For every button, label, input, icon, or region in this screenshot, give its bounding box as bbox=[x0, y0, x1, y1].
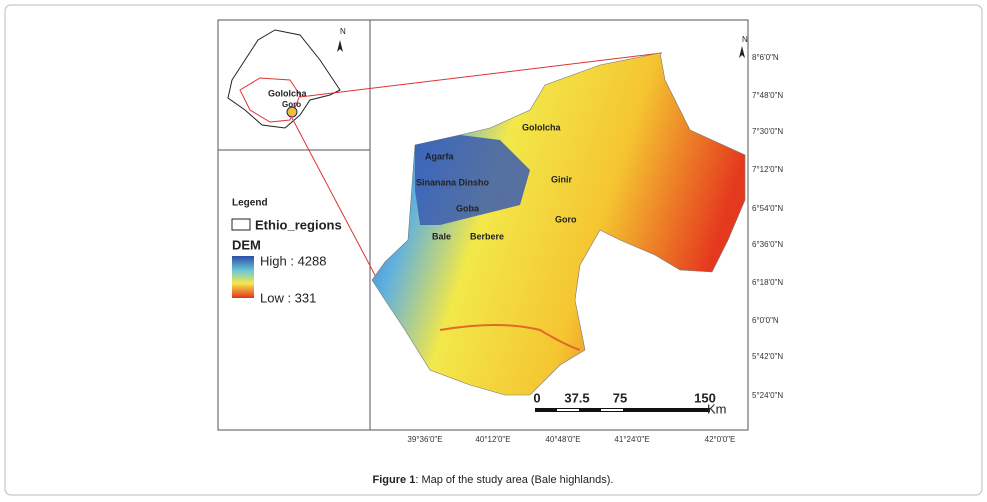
place-labels: Gololcha Agarfa Sinanana Dinsho Ginir Goba Go… bbox=[416, 122, 577, 241]
longitude-label: 40°12'0"E bbox=[475, 435, 510, 444]
latitude-label: 7°30'0"N bbox=[752, 127, 783, 136]
inset-label: Goro bbox=[282, 100, 301, 109]
latitude-label: 5°24'0"N bbox=[752, 391, 783, 400]
place-label: Goba bbox=[456, 203, 480, 213]
place-label: Goro bbox=[555, 214, 577, 224]
longitude-label: 40°48'0"E bbox=[545, 435, 580, 444]
connector bbox=[291, 117, 377, 278]
connector bbox=[299, 52, 663, 98]
latitude-label: 5°42'0"N bbox=[752, 352, 783, 361]
latitude-label: 8°6'0"N bbox=[752, 53, 779, 62]
latitude-label: 7°48'0"N bbox=[752, 91, 783, 100]
longitude-label: 42°0'0"E bbox=[705, 435, 736, 444]
place-label: Bale bbox=[432, 231, 451, 241]
latitude-label: 6°36'0"N bbox=[752, 240, 783, 249]
place-label: Berbere bbox=[470, 231, 504, 241]
place-label: Agarfa bbox=[425, 151, 455, 161]
north-label: N bbox=[340, 27, 346, 36]
caption: Figure 1: Map of the study area (Bale hi… bbox=[373, 474, 614, 486]
north-label: N bbox=[742, 35, 748, 44]
latitude-label: 7°12'0"N bbox=[752, 165, 783, 174]
longitude-label: 39°36'0"E bbox=[407, 435, 442, 444]
legend-subtitle: DEM bbox=[232, 237, 261, 252]
place-label: Gololcha bbox=[522, 122, 561, 132]
scale-bar bbox=[535, 408, 710, 412]
main-map: N bbox=[371, 35, 748, 396]
longitude-label: 41°24'0"E bbox=[614, 435, 649, 444]
scale-unit: Km bbox=[707, 401, 727, 416]
legend-item: Low : 331 bbox=[260, 290, 316, 305]
caption-label: Figure 1 bbox=[373, 474, 416, 486]
place-label: Sinanana Dinsho bbox=[416, 177, 490, 187]
place-label: Ginir bbox=[551, 174, 572, 184]
study-area-marker bbox=[286, 106, 298, 118]
legend-title: Legend bbox=[232, 198, 268, 209]
scale-tick-label: 75 bbox=[613, 390, 627, 405]
scale-tick-label: 37.5 bbox=[564, 390, 589, 405]
graticule-labels: 8°6'0"N 7°48'0"N 7°30'0"N 7°12'0"N 6°54'0"N 6… bbox=[407, 53, 783, 444]
latitude-label: 6°0'0"N bbox=[752, 316, 779, 325]
caption-text: : Map of the study area (Bale highlands)… bbox=[415, 474, 613, 486]
scale-tick-label: 150 bbox=[694, 390, 716, 405]
latitude-label: 6°54'0"N bbox=[752, 204, 783, 213]
legend-ramp bbox=[232, 256, 254, 298]
legend-item: High : 4288 bbox=[260, 253, 327, 268]
inset-map: N Gololcha Goro bbox=[227, 27, 346, 129]
scale-tick-label: 0 bbox=[533, 390, 540, 405]
legend: Legend Ethio_regions DEM High : 4288 Low… bbox=[231, 198, 342, 305]
inset-label: Gololcha bbox=[268, 88, 307, 98]
legend-item: Ethio_regions bbox=[255, 217, 342, 232]
latitude-label: 6°18'0"N bbox=[752, 278, 783, 287]
